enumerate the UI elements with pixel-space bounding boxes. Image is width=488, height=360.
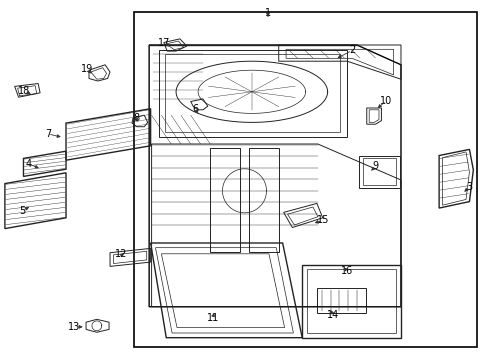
- Text: 3: 3: [466, 182, 471, 192]
- Text: 4: 4: [25, 159, 31, 169]
- Text: 13: 13: [68, 322, 81, 332]
- Text: 15: 15: [316, 215, 328, 225]
- Text: 2: 2: [348, 45, 354, 55]
- Text: 1: 1: [264, 8, 270, 18]
- Text: 10: 10: [379, 96, 392, 106]
- Text: 17: 17: [157, 38, 170, 48]
- Text: 14: 14: [326, 310, 339, 320]
- Text: 7: 7: [45, 129, 51, 139]
- Text: 5: 5: [19, 206, 25, 216]
- Text: 16: 16: [340, 266, 353, 276]
- Text: 12: 12: [115, 249, 127, 259]
- Text: 18: 18: [18, 86, 31, 96]
- Text: 11: 11: [206, 312, 219, 323]
- Text: 6: 6: [192, 104, 198, 114]
- Text: 9: 9: [372, 161, 378, 171]
- Text: 8: 8: [133, 113, 139, 123]
- Text: 19: 19: [81, 64, 93, 74]
